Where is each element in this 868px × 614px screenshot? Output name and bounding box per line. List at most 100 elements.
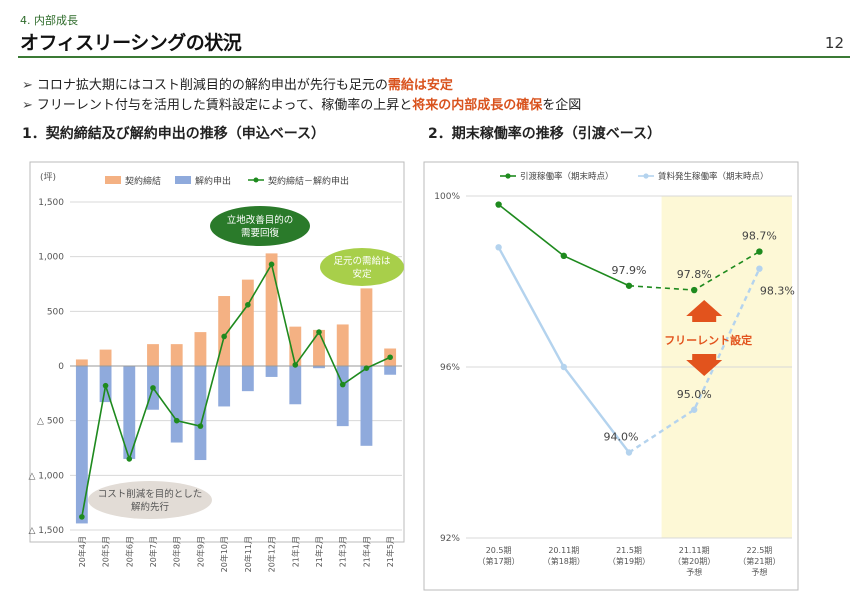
chart2-frame xyxy=(423,161,799,591)
page-number: 12 xyxy=(824,34,844,52)
chart2-point-label-3: 94.0% xyxy=(604,431,639,444)
chart1-net-point-2 xyxy=(126,456,133,462)
chart1-xtick-0: 20年4月 xyxy=(77,536,87,567)
chart2-legend-label-1: 賃料発生稼働率（期末時点） xyxy=(658,171,769,182)
chart1-net-point-12 xyxy=(363,365,370,371)
chart1-net-point-1 xyxy=(102,382,109,389)
bullet-1: ➢ コロナ拡大期にはコスト削減目的の解約申出が先行も足元の需給は安定 xyxy=(22,74,453,93)
bullet-2-tail: を企図 xyxy=(542,98,582,113)
chart1-net-point-11 xyxy=(339,381,346,388)
arrow-bullet-icon: ➢ xyxy=(22,78,33,93)
chart2-series-line-0 xyxy=(498,203,630,287)
chart1-xtick-3: 20年7月 xyxy=(148,536,158,567)
chart1-net-point-6 xyxy=(221,333,227,340)
chart1-bar-1-0 xyxy=(75,366,88,524)
chart1-bar-1-13 xyxy=(384,366,397,375)
chart2-xtick-1-1: （第18期） xyxy=(543,556,585,566)
chart2-point-label-0: 97.9% xyxy=(612,264,647,277)
section-label: 4. 内部成長 xyxy=(20,14,78,27)
chart2-point-label-5: 98.3% xyxy=(760,285,795,298)
chart2-xtick-3-0: 21.11期 xyxy=(679,546,710,555)
chart1-frame xyxy=(29,161,405,543)
chart1-ytick-1: 1,000 xyxy=(38,253,64,263)
chart2-xtick-0-0: 20.5期 xyxy=(486,546,512,555)
chart1-annotation-bubble-1 xyxy=(320,248,404,286)
chart1-xtick-5: 20年9月 xyxy=(195,536,205,567)
chart1-annotation-bubble-2 xyxy=(88,481,212,519)
chart1-net-point-4 xyxy=(173,417,180,424)
title-divider xyxy=(18,56,850,58)
bullet-1-highlight: 需給は安定 xyxy=(387,78,453,93)
chart1-net-line xyxy=(81,262,391,518)
chart1-xtick-8: 20年12月 xyxy=(267,536,277,572)
chart1-legend-label-1: 解約申出 xyxy=(195,175,231,187)
chart2-legend-label-0: 引渡稼働率（期末時点） xyxy=(520,171,614,182)
chart1-bar-0-3 xyxy=(147,344,159,366)
chart2-point-label-4: 95.0% xyxy=(677,388,712,401)
chart1-bar-1-4 xyxy=(170,366,183,443)
arrow-bullet-icon: ➢ xyxy=(22,98,33,113)
chart1-net-point-0 xyxy=(79,514,85,520)
chart1-legend-label-2: 契約締結－解約申出 xyxy=(268,175,349,187)
chart1-annotation-text-1-1: 安定 xyxy=(352,268,372,280)
chart1-ytick-0: 1,500 xyxy=(38,198,64,208)
chart1-title: 1．契約締結及び解約申出の推移（申込ベース） xyxy=(22,126,326,142)
chart1-bar-0-8 xyxy=(265,253,278,366)
chart2-xtick-4-2: 予想 xyxy=(751,567,767,577)
chart1-net-point-8 xyxy=(268,261,275,268)
chart1-bar-0-1 xyxy=(99,349,112,366)
chart2-point-0-0 xyxy=(495,201,502,208)
chart1-annotation-text-2-0: コスト削減を目的とした xyxy=(98,488,203,500)
page-title: オフィスリーシングの状況 xyxy=(20,32,242,54)
chart2-xtick-2-1: （第19期） xyxy=(608,556,650,566)
chart2-point-label-2: 98.7% xyxy=(742,230,777,243)
chart1-xtick-7: 20年11月 xyxy=(243,536,253,572)
chart1-legend-label-0: 契約締結 xyxy=(125,175,161,187)
chart1-bar-1-6 xyxy=(218,366,231,407)
chart1-net-point-13 xyxy=(387,354,393,361)
bullet-1-text: コロナ拡大期にはコスト削減目的の解約申出が先行も足元の xyxy=(36,78,388,93)
bullet-2: ➢ フリーレント付与を活用した賃料設定によって、稼働率の上昇と将来の内部成長の確保… xyxy=(22,94,581,113)
chart2-series-forecast-line-1 xyxy=(628,268,761,454)
chart2-point-1-4 xyxy=(756,265,763,272)
chart2-point-0-4 xyxy=(756,248,763,255)
chart1-bar-0-7 xyxy=(241,279,254,366)
chart1-annotation-text-0-1: 需要回復 xyxy=(241,227,280,239)
chart1-bar-0-4 xyxy=(170,344,183,366)
chart1-legend-swatch-1 xyxy=(175,176,191,184)
chart1-bar-1-11 xyxy=(336,366,349,427)
chart1-xtick-6: 20年10月 xyxy=(219,536,229,572)
chart2-arrow-up-icon xyxy=(686,300,723,322)
chart1-ytick-2: 500 xyxy=(47,307,64,317)
bullet-2-highlight: 将来の内部成長の確保 xyxy=(412,98,543,113)
chart1-net-point-3 xyxy=(150,385,156,391)
chart2-xtick-1-0: 20.11期 xyxy=(548,546,579,555)
chart1-annotation-text-0-0: 立地改善目的の xyxy=(227,214,294,226)
chart1-ytick-6: △ 1,500 xyxy=(28,526,64,536)
chart1-legend-swatch-0 xyxy=(105,176,121,184)
chart2-xtick-3-1: （第20期） xyxy=(673,556,715,566)
chart1-legend-marker-2 xyxy=(253,177,259,183)
chart1-ytick-5: △ 1,000 xyxy=(28,471,64,481)
chart1-unit-label: (坪) xyxy=(40,172,56,183)
chart2-ytick-1: 96% xyxy=(440,363,460,373)
chart1-xtick-10: 21年2月 xyxy=(314,536,324,567)
chart1-annotation-bubble-0 xyxy=(210,206,310,246)
chart1-bar-0-12 xyxy=(360,288,373,366)
chart1-bar-0-9 xyxy=(289,326,302,366)
chart1-xtick-1: 20年5月 xyxy=(101,536,111,567)
chart1-bar-0-5 xyxy=(194,332,207,366)
chart2-point-0-1 xyxy=(560,252,567,260)
chart1-xtick-11: 21年3月 xyxy=(338,536,348,567)
chart1-net-point-9 xyxy=(292,362,299,368)
chart1-bar-1-5 xyxy=(194,366,207,461)
chart2-ytick-0: 100% xyxy=(434,192,460,202)
chart1-bar-0-6 xyxy=(218,296,231,366)
bullet-2-text: フリーレント付与を活用した賃料設定によって、稼働率の上昇と xyxy=(36,98,413,113)
chart1-xtick-12: 21年4月 xyxy=(361,536,371,567)
chart2-xtick-0-1: （第17期） xyxy=(478,556,520,566)
chart2-point-0-3 xyxy=(691,286,698,294)
chart2-xtick-4-0: 22.5期 xyxy=(746,546,772,555)
chart1-annotation-text-1-0: 足元の需給は xyxy=(333,255,391,267)
